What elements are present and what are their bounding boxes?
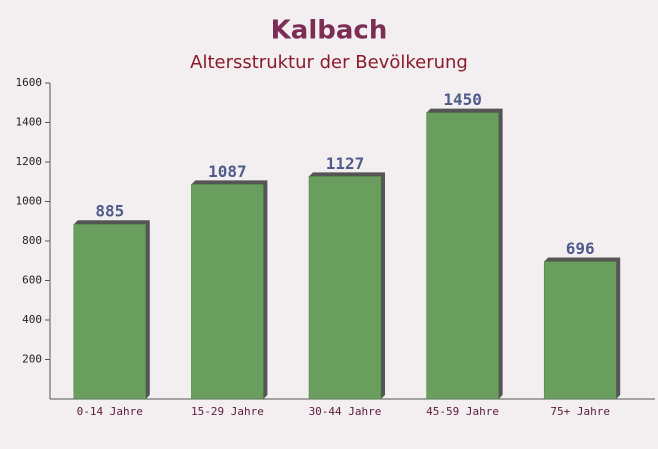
- chart-title: Kalbach: [271, 16, 388, 46]
- y-tick-label: 800: [22, 234, 42, 247]
- value-label: 885: [95, 202, 124, 221]
- x-tick-label: 30-44 Jahre: [309, 405, 382, 418]
- x-tick-label: 0-14 Jahre: [77, 405, 143, 418]
- y-tick-label: 200: [22, 353, 42, 366]
- x-tick-label: 75+ Jahre: [550, 405, 610, 418]
- y-tick-label: 1600: [16, 76, 43, 89]
- chart-subtitle: Altersstruktur der Bevölkerung: [190, 52, 468, 73]
- value-label: 1450: [443, 90, 482, 109]
- value-label: 1127: [326, 154, 365, 173]
- x-tick-label: 15-29 Jahre: [191, 405, 264, 418]
- y-tick-label: 1400: [16, 116, 43, 129]
- x-tick-label: 45-59 Jahre: [426, 405, 499, 418]
- y-tick-label: 400: [22, 313, 42, 326]
- value-label: 1087: [208, 162, 247, 181]
- bar: [543, 261, 617, 400]
- bar: [73, 223, 147, 400]
- bar: [426, 112, 499, 400]
- y-tick-label: 600: [22, 274, 42, 287]
- y-tick-label: 1000: [16, 195, 43, 208]
- bar: [308, 176, 382, 400]
- y-tick-label: 1200: [16, 155, 43, 168]
- bar: [191, 184, 264, 400]
- value-label: 696: [566, 239, 595, 258]
